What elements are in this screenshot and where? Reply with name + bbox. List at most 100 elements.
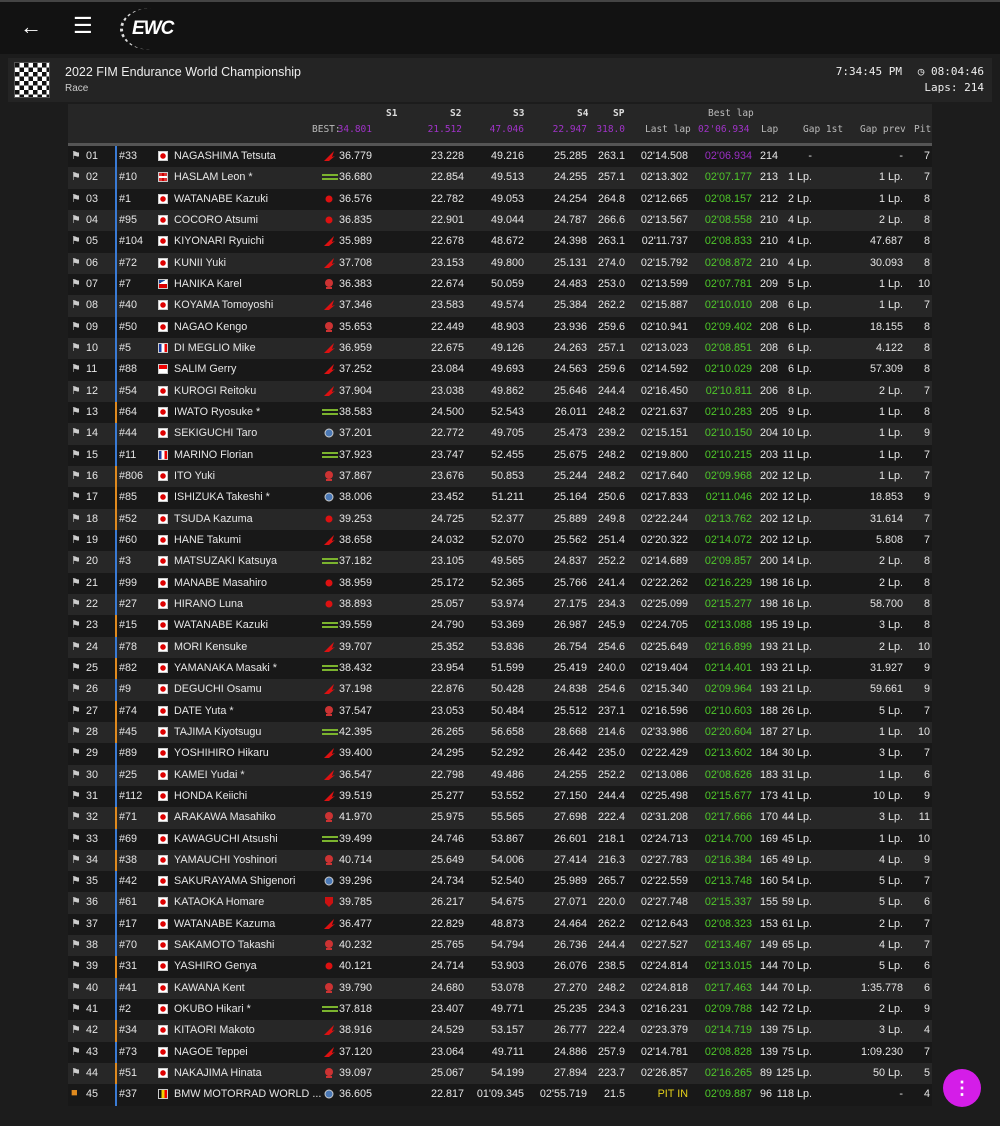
table-row[interactable]: ⚑ 30 #25 KAMEI Yudai * 36.547 22.798 49.486 24.…	[68, 764, 932, 786]
table-row[interactable]: ⚑ 10 #5 DI MEGLIO Mike 36.959 22.675 49.126 24.…	[68, 337, 932, 360]
table-row[interactable]: ⚑ 23 #15 WATANABE Kazuki 39.559 24.790 53.369 2…	[68, 615, 932, 637]
cell-last-lap: 02'15.792	[640, 256, 688, 269]
cell-s4: 25.675	[553, 448, 587, 461]
flag-icon: ⚑	[71, 533, 81, 546]
class-indicator	[115, 465, 117, 488]
table-row[interactable]: ⚑ 21 #99 MANABE Masahiro 38.959 25.172 52.365 2…	[68, 572, 932, 594]
more-options-button[interactable]: ⋮	[943, 1069, 981, 1107]
cell-s2: 23.407	[430, 1003, 464, 1016]
table-row[interactable]: ⚑ 25 #82 YAMANAKA Masaki * 38.432 23.954 51.59…	[68, 657, 932, 680]
table-row[interactable]: ⚑ 29 #89 YOSHIHIRO Hikaru 39.400 24.295 52.292…	[68, 743, 932, 765]
cell-s3: 52.543	[490, 405, 524, 418]
hamburger-menu-icon[interactable]: ☰	[73, 13, 93, 38]
table-row[interactable]: ⚑ 07 #7 HANIKA Karel 36.383 22.674 50.059 24.48…	[68, 273, 932, 296]
country-flag-jp	[158, 470, 168, 481]
cell-gap-1st: 54 Lp.	[781, 875, 812, 888]
ewc-logo[interactable]: EWC	[120, 8, 182, 50]
table-row[interactable]: ⚑ 19 #60 HANE Takumi 38.658 24.032 52.070 25.56…	[68, 529, 932, 552]
cell-s3: 53.369	[490, 619, 524, 632]
table-row[interactable]: ⚑ 24 #78 MORI Kensuke 39.707 25.352 53.836 26.7…	[68, 636, 932, 658]
class-indicator	[115, 508, 117, 530]
table-row[interactable]: ⚑ 15 #11 MARINO Florian 37.923 23.747 52.455 25…	[68, 444, 932, 466]
table-row[interactable]: ⚑ 26 #9 DEGUCHI Osamu 37.198 22.876 50.428 24.8…	[68, 679, 932, 701]
class-indicator	[115, 487, 117, 509]
flag-icon: ⚑	[71, 491, 81, 504]
cell-sp: 259.6	[597, 363, 625, 376]
flag-icon: ⚑	[71, 875, 81, 888]
cell-num: #38	[119, 853, 138, 866]
cell-pit: 9	[923, 683, 930, 696]
table-row[interactable]: ■ 45 #37 BMW MOTORRAD WORLD ... 36.605 22.817…	[68, 1084, 932, 1106]
table-row[interactable]: ⚑ 09 #50 NAGAO Kengo 35.653 22.449 48.903 23.93…	[68, 316, 932, 338]
yamaha-logo-icon	[322, 577, 336, 589]
cell-s1: 39.097	[338, 1067, 372, 1080]
cell-last-lap: 02'15.887	[640, 299, 688, 312]
cell-sp: 254.6	[597, 683, 625, 696]
table-row[interactable]: ⚑ 34 #38 YAMAUCHI Yoshinori 40.714 25.649 54.0…	[68, 849, 932, 872]
table-row[interactable]: ⚑ 02 #10 HASLAM Leon * 36.680 22.854 49.513 24.…	[68, 167, 932, 189]
table-row[interactable]: ⚑ 40 #41 KAWANA Kent 39.790 24.680 53.078 27.27…	[68, 977, 932, 1000]
table-row[interactable]: ⚑ 13 #64 IWATO Ryosuke * 38.583 24.500 52.543 2…	[68, 401, 932, 424]
table-row[interactable]: ⚑ 31 #112 HONDA Keiichi 39.519 25.277 53.552 27…	[68, 785, 932, 808]
table-row[interactable]: ⚑ 28 #45 TAJIMA Kiyotsugu 42.395 26.265 56.658…	[68, 721, 932, 744]
class-indicator	[115, 359, 117, 381]
cell-best-lap: 02'15.277	[704, 597, 752, 610]
table-row[interactable]: ⚑ 20 #3 MATSUZAKI Katsuya 37.182 23.105 49.565…	[68, 551, 932, 573]
cell-s4: 25.384	[553, 299, 587, 312]
flag-icon: ⚑	[71, 789, 81, 802]
table-row[interactable]: ⚑ 44 #51 NAKAJIMA Hinata 39.097 25.067 54.199 2…	[68, 1063, 932, 1085]
cell-gap-1st: 45 Lp.	[781, 832, 812, 845]
cell-pit: 10	[917, 832, 930, 845]
table-row[interactable]: ⚑ 38 #70 SAKAMOTO Takashi 40.232 25.765 54.794…	[68, 935, 932, 957]
cell-gap-1st: -	[808, 150, 812, 162]
cell-s2: 22.675	[430, 341, 464, 354]
table-row[interactable]: ⚑ 04 #95 COCORO Atsumi 36.835 22.901 49.044 24.…	[68, 209, 932, 232]
cell-s3: 50.059	[490, 277, 524, 290]
cell-s3: 50.428	[490, 683, 524, 696]
table-row[interactable]: ⚑ 22 #27 HIRANO Luna 38.893 25.057 53.974 27.17…	[68, 593, 932, 616]
bmw-logo-icon	[322, 427, 336, 439]
table-row[interactable]: ⚑ 33 #69 KAWAGUCHI Atsushi 39.499 24.746 53.86…	[68, 828, 932, 850]
table-row[interactable]: ⚑ 14 #44 SEKIGUCHI Taro 37.201 22.772 49.705 25…	[68, 423, 932, 445]
cell-sp: 223.7	[597, 1067, 625, 1080]
table-row[interactable]: ⚑ 32 #71 ARAKAWA Masahiko 41.970 25.975 55.565…	[68, 807, 932, 829]
cell-s2: 26.265	[430, 725, 464, 738]
cell-s1: 37.252	[338, 363, 372, 376]
cell-s1: 39.499	[338, 832, 372, 845]
table-row[interactable]: ⚑ 01 #33 NAGASHIMA Tetsuta 36.779 23.228 49.21…	[68, 146, 932, 168]
table-row[interactable]: ⚑ 27 #74 DATE Yuta * 37.547 23.053 50.484 25.51…	[68, 700, 932, 722]
table-row[interactable]: ⚑ 05 #104 KIYONARI Ryuichi 35.989 22.678 48.67…	[68, 231, 932, 253]
country-flag-jp	[158, 1004, 168, 1015]
table-row[interactable]: ⚑ 39 #31 YASHIRO Genya 40.121 24.714 53.903 26.…	[68, 956, 932, 978]
cell-s3: 49.711	[491, 1045, 524, 1058]
table-row[interactable]: ⚑ 08 #40 KOYAMA Tomoyoshi 37.346 23.583 49.574…	[68, 295, 932, 317]
table-row[interactable]: ⚑ 41 #2 OKUBO Hikari * 37.818 23.407 49.771 25.…	[68, 999, 932, 1021]
cell-sp: 220.0	[597, 896, 625, 909]
cell-lap: 203	[760, 448, 779, 461]
cell-gap-prev: 3 Lp.	[878, 1024, 903, 1037]
table-row[interactable]: ⚑ 12 #54 KUROGI Reitoku 37.904 23.038 49.862 25…	[68, 380, 932, 402]
table-row[interactable]: ⚑ 18 #52 TSUDA Kazuma 39.253 24.725 52.377 25.8…	[68, 508, 932, 530]
table-row[interactable]: ⚑ 37 #17 WATANABE Kazuma 36.477 22.829 48.873 2…	[68, 913, 932, 936]
back-arrow-icon[interactable]: ←	[20, 14, 42, 39]
table-row[interactable]: ⚑ 11 #88 SALIM Gerry 37.252 23.084 49.693 24.56…	[68, 359, 932, 381]
table-row[interactable]: ⚑ 03 #1 WATANABE Kazuki 36.576 22.782 49.053 24…	[68, 188, 932, 210]
table-row[interactable]: ⚑ 17 #85 ISHIZUKA Takeshi * 38.006 23.452 51.2…	[68, 487, 932, 509]
cell-last-lap: 02'13.567	[640, 213, 688, 226]
cell-pit: 8	[923, 363, 930, 376]
cell-last-lap: 02'27.527	[640, 939, 688, 952]
table-row[interactable]: ⚑ 42 #34 KITAORI Makoto 38.916 24.529 53.157 26…	[68, 1020, 932, 1042]
cell-name: KATAOKA Homare	[174, 896, 265, 909]
cell-s3: 48.672	[490, 235, 524, 248]
cell-s4: 27.270	[553, 981, 587, 994]
cell-pos: 42	[86, 1024, 99, 1037]
table-row[interactable]: ⚑ 06 #72 KUNII Yuki 37.708 23.153 49.800 25.131…	[68, 252, 932, 274]
table-row[interactable]: ⚑ 36 #61 KATAOKA Homare 39.785 26.217 54.675 27…	[68, 892, 932, 914]
table-row[interactable]: ⚑ 43 #73 NAGOE Teppei 37.120 23.064 49.711 24.8…	[68, 1041, 932, 1064]
cell-name: DEGUCHI Osamu	[174, 683, 262, 696]
cell-gap-1st: 21 Lp.	[781, 661, 812, 674]
suzuki-logo-icon	[322, 278, 336, 290]
table-row[interactable]: ⚑ 35 #42 SAKURAYAMA Shigenori 39.296 24.734 52…	[68, 871, 932, 893]
table-row[interactable]: ⚑ 16 #806 ITO Yuki 37.867 23.676 50.853 25.244 2…	[68, 465, 932, 488]
cell-lap: 200	[760, 555, 779, 568]
